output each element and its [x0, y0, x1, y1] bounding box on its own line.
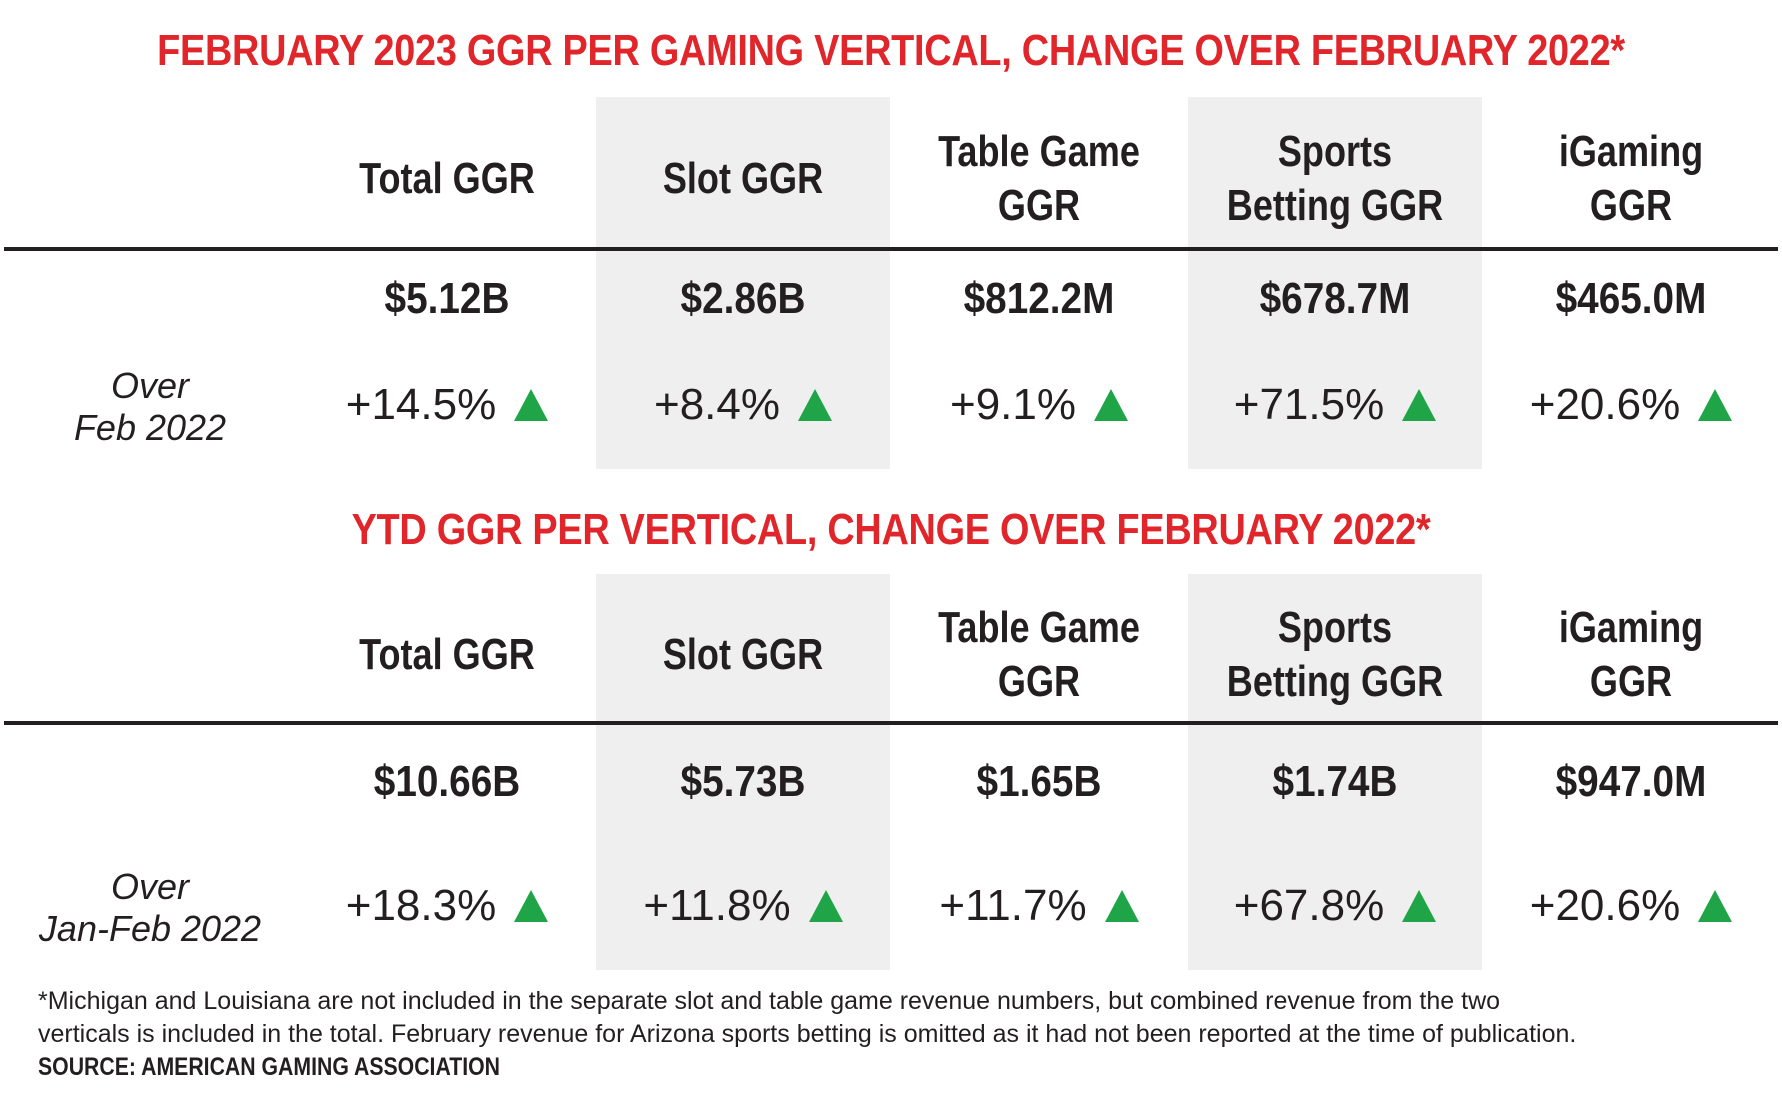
section-2-title: YTD GGR PER VERTICAL, CHANGE OVER FEBRUA…	[351, 505, 1431, 554]
header-igaming-ggr: iGaming GGR	[1558, 603, 1704, 706]
up-arrow-icon	[514, 890, 549, 922]
section-1-title: FEBRUARY 2023 GGR PER GAMING VERTICAL, C…	[157, 26, 1625, 75]
value-slot-ggr: $5.73B	[680, 757, 806, 806]
header-divider	[4, 721, 1778, 725]
value-total-ggr: $10.66B	[373, 757, 521, 806]
change-igaming-ggr: +20.6%	[1484, 881, 1778, 931]
footnote-line-1: *Michigan and Louisiana are not included…	[38, 987, 1501, 1015]
header-divider	[4, 247, 1778, 251]
up-arrow-icon	[1402, 890, 1437, 922]
header-table-game-ggr: Table Game GGR	[938, 603, 1140, 706]
row-label-change: Over Feb 2022	[73, 365, 227, 448]
source-credit: SOURCE: AMERICAN GAMING ASSOCIATION	[38, 1053, 501, 1081]
ytd-ggr-table: Total GGR Slot GGR Table Game GGR Sports B…	[0, 574, 1782, 970]
slot-column-shading	[596, 97, 890, 469]
header-igaming-ggr: iGaming GGR	[1558, 127, 1704, 230]
row-label-change: Over Jan-Feb 2022	[38, 866, 262, 949]
value-igaming-ggr: $947.0M	[1555, 757, 1707, 806]
up-arrow-icon	[1698, 389, 1733, 421]
value-table-game-ggr: $812.2M	[963, 274, 1115, 323]
footnote-line-2: verticals is included in the total. Febr…	[38, 1020, 1577, 1048]
change-sports-betting-ggr: +71.5%	[1188, 380, 1482, 430]
up-arrow-icon	[808, 890, 843, 922]
header-slot-ggr: Slot GGR	[662, 154, 824, 203]
value-sports-betting-ggr: $1.74B	[1272, 757, 1398, 806]
value-igaming-ggr: $465.0M	[1555, 274, 1707, 323]
header-table-game-ggr: Table Game GGR	[938, 127, 1140, 230]
up-arrow-icon	[1104, 890, 1139, 922]
value-sports-betting-ggr: $678.7M	[1259, 274, 1411, 323]
header-slot-ggr: Slot GGR	[662, 630, 824, 679]
header-sports-betting-ggr: Sports Betting GGR	[1226, 127, 1444, 230]
change-total-ggr: +14.5%	[300, 380, 594, 430]
change-total-ggr: +18.3%	[300, 881, 594, 931]
footnote: *Michigan and Louisiana are not included…	[38, 985, 1758, 1084]
up-arrow-icon	[1093, 389, 1128, 421]
up-arrow-icon	[1698, 890, 1733, 922]
change-igaming-ggr: +20.6%	[1484, 380, 1778, 430]
change-slot-ggr: +8.4%	[596, 380, 890, 430]
change-slot-ggr: +11.8%	[596, 881, 890, 931]
header-sports-betting-ggr: Sports Betting GGR	[1226, 603, 1444, 706]
header-total-ggr: Total GGR	[359, 630, 535, 679]
monthly-ggr-table: Total GGR Slot GGR Table Game GGR Sports B…	[0, 97, 1782, 469]
value-table-game-ggr: $1.65B	[976, 757, 1102, 806]
change-sports-betting-ggr: +67.8%	[1188, 881, 1482, 931]
change-table-game-ggr: +9.1%	[892, 380, 1186, 430]
value-slot-ggr: $2.86B	[680, 274, 806, 323]
value-total-ggr: $5.12B	[384, 274, 510, 323]
header-total-ggr: Total GGR	[359, 154, 535, 203]
change-table-game-ggr: +11.7%	[892, 881, 1186, 931]
up-arrow-icon	[514, 389, 549, 421]
up-arrow-icon	[1402, 389, 1437, 421]
up-arrow-icon	[797, 389, 832, 421]
